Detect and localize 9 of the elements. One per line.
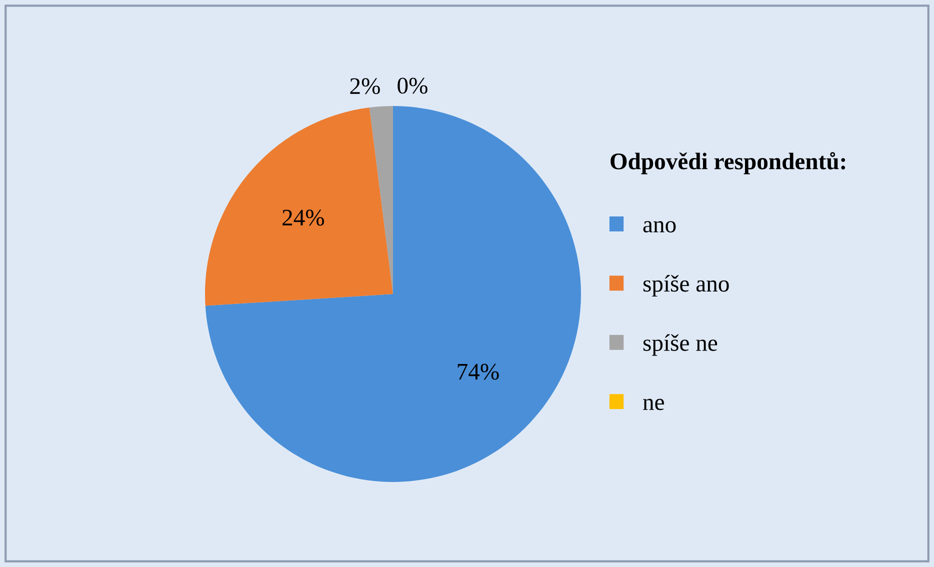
legend-label: spíše ano xyxy=(643,275,729,297)
data-label: 24% xyxy=(282,210,324,226)
legend-label: ano xyxy=(643,221,676,232)
legend-label: ne xyxy=(643,398,664,410)
text: 0% xyxy=(398,78,428,94)
data-label: 74% xyxy=(458,364,499,380)
data-label: 2% xyxy=(350,78,380,94)
legend-title: Odpovědi respondentů: xyxy=(610,152,846,174)
legend-label: spíše ne xyxy=(643,334,718,356)
